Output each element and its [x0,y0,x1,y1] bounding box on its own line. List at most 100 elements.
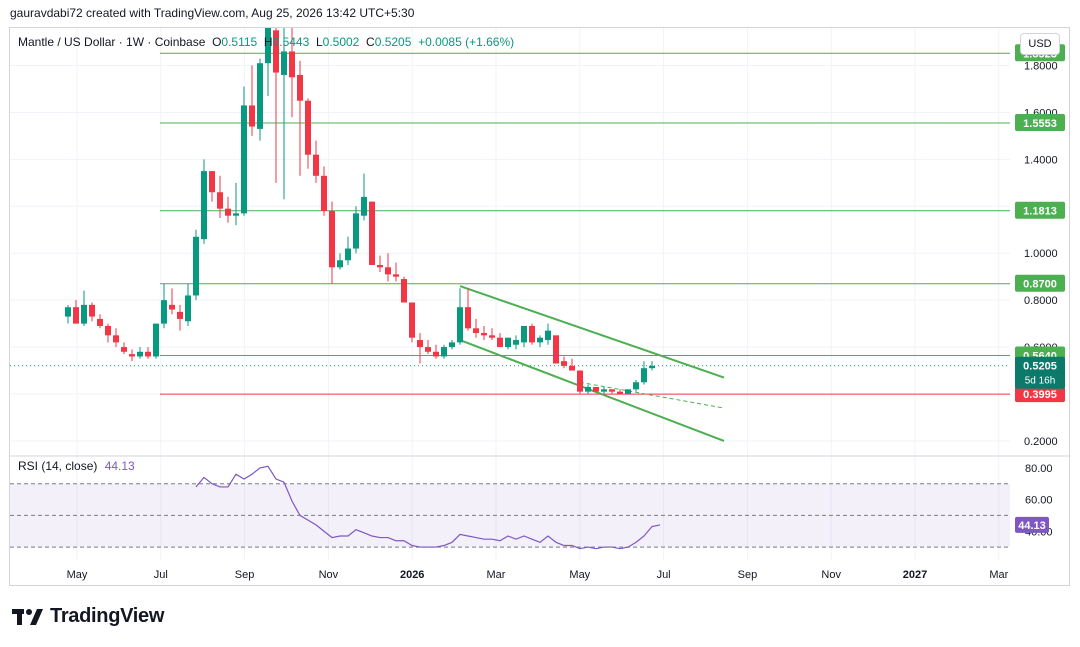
candle-body [369,201,375,265]
candle-body [441,347,447,357]
candle-body [409,302,415,338]
candle-body [625,389,631,394]
candle-body [337,260,343,268]
time-tick-label: Nov [821,569,841,581]
rsi-tick-label: 60.00 [1025,495,1053,507]
grid [10,28,1010,560]
candle-body [641,368,647,383]
time-tick-label: Sep [235,569,255,581]
candle-body [633,382,639,390]
candle-body [569,365,575,371]
candles [65,28,655,394]
candle-body [273,30,279,73]
candle-body [201,171,207,240]
candle-body [417,340,423,348]
candle-body [241,105,247,214]
brand-name: TradingView [50,605,165,627]
time-tick-label: Jul [154,569,168,581]
candle-body [137,351,143,357]
candle-body [145,351,151,357]
candle-body [593,386,599,392]
candle-body [649,365,655,369]
open-label: O [212,35,222,49]
rsi-title[interactable]: RSI (14, close) [18,459,98,473]
level-price-tag [1015,274,1065,292]
candle-body [513,340,519,345]
candle-body [129,354,135,357]
level-price-label: 1.1813 [1023,206,1057,218]
tradingview-logo-icon [12,608,43,625]
candle-body [249,105,255,127]
candle-body [161,300,167,324]
candle-body [81,304,87,324]
candle-body [113,335,119,343]
ohlc-legend: Mantle / US Dollar · 1W · Coinbase O0.51… [18,35,514,49]
candle-body [329,211,335,268]
level-price-label: 0.8700 [1023,279,1057,291]
level-price-tag [1015,385,1065,403]
candle-body [265,28,271,64]
candle-body [345,248,351,261]
last-price-label: 0.5205 [1023,361,1057,373]
candle-body [209,171,215,193]
time-tick-label: Mar [989,569,1008,581]
candle-body [449,342,455,348]
rsi-value-tag-label: 44.13 [1018,520,1046,532]
candle-body [305,100,311,155]
currency-button[interactable]: USD [1020,33,1060,55]
candle-body [521,325,527,343]
price-tick-label: 1.4000 [1024,154,1058,166]
candle-body [601,389,607,392]
chart-caption: gauravdabi72 created with TradingView.co… [10,6,415,20]
candle-body [497,337,503,348]
candle-body [553,335,559,364]
open-value: 0.5115 [221,35,258,49]
level-price-label: 0.3995 [1023,389,1057,401]
rsi-tick-label: 80.00 [1025,463,1053,475]
candle-body [505,337,511,348]
channel-lower-line [459,339,725,442]
candle-body [361,196,367,216]
tradingview-logo[interactable]: TradingView [12,605,164,628]
candle-body [473,328,479,333]
candle-body [353,213,359,249]
candle-body [609,389,615,392]
candle-body [177,311,183,319]
candle-body [153,323,159,357]
candle-body [545,330,551,341]
bar-countdown-label: 5d 16h [1025,376,1056,387]
candle-body [217,192,223,209]
time-tick-label: 2026 [400,569,424,581]
candle-body [433,351,439,357]
channel-mid-line [579,381,725,409]
candle-body [321,175,327,211]
candle-body [577,370,583,392]
time-tick-label: 2027 [903,569,927,581]
high-label: H [263,35,273,49]
symbol-title[interactable]: Mantle / US Dollar · 1W · Coinbase [18,35,206,49]
time-tick-label: Jul [657,569,671,581]
candle-body [65,307,71,317]
candle-body [73,307,79,324]
rsi-value: 44.13 [104,459,135,473]
time-tick-label: May [67,569,88,581]
candle-body [529,325,535,343]
candle-body [481,333,487,336]
low-value: 0.5002 [322,35,360,49]
candle-body [401,279,407,303]
candle-body [89,304,95,317]
rsi-line [195,465,661,550]
change-value: +0.0085 (+1.66%) [418,35,515,49]
candle-body [105,325,111,336]
candle-body [185,295,191,322]
candle-body [121,347,127,352]
candle-body [457,307,463,343]
candle-body [225,208,231,216]
candle-body [617,391,623,394]
last-price-tag [1015,356,1065,389]
time-tick-label: Nov [319,569,339,581]
time-tick-label: Sep [738,569,758,581]
candle-body [425,347,431,352]
time-tick-label: Mar [487,569,506,581]
